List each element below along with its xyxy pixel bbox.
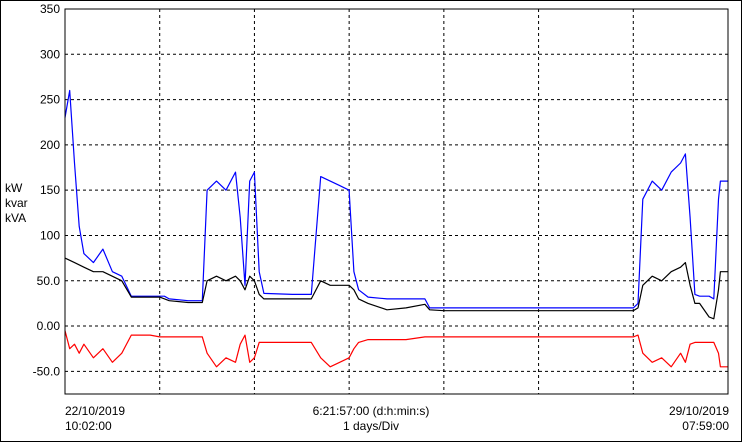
- series-line-kvar: [64, 330, 728, 368]
- y-tick-label: 50.0: [37, 274, 61, 288]
- y-tick-label: 0.00: [37, 319, 61, 333]
- y-tick-label: 250: [40, 93, 60, 107]
- y-tick-label: 350: [40, 2, 60, 16]
- series-line-kw: [64, 257, 728, 320]
- y-unit-kw: kW: [5, 181, 23, 195]
- plot-area: [64, 8, 729, 395]
- y-tick-label: -50.0: [33, 364, 61, 378]
- y-tick-label: 300: [40, 47, 60, 61]
- x-end-time: 07:59:00: [682, 419, 729, 433]
- y-unit-kvar: kvar: [5, 196, 28, 210]
- x-start-date: 22/10/2019: [65, 404, 126, 418]
- y-tick-label: 100: [40, 228, 60, 242]
- y-tick-label: 150: [40, 183, 60, 197]
- grid-layer: [65, 9, 728, 394]
- y-tick-label: 200: [40, 138, 60, 152]
- y-tick-labels: -50.0 0.00 50.0 100 150 200 250 300 350: [33, 2, 61, 378]
- x-span-label: 6:21:57:00 (d:h:min:s): [312, 404, 430, 418]
- x-end-date: 29/10/2019: [668, 404, 729, 418]
- y-unit-kva: kVA: [5, 211, 27, 225]
- series-line-kva: [64, 89, 728, 309]
- x-division-label: 1 days/Div: [342, 419, 400, 433]
- x-start-time: 10:02:00: [65, 419, 112, 433]
- series-layer: [64, 89, 728, 368]
